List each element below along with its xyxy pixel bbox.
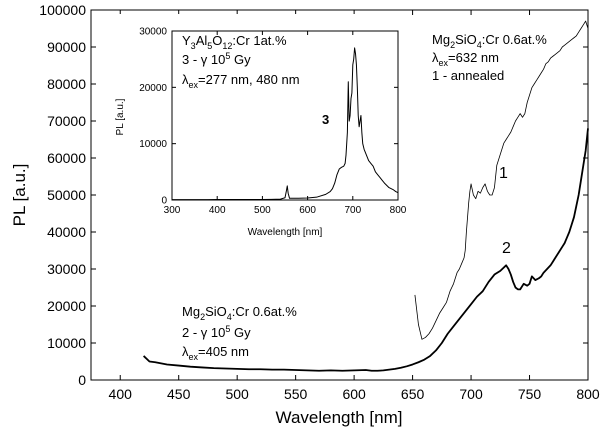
main-xtick-label: 400 bbox=[109, 386, 133, 402]
main-xtick-label: 750 bbox=[518, 386, 542, 402]
inset-series-3-line bbox=[172, 47, 399, 201]
main-xtick-label: 800 bbox=[576, 386, 600, 402]
inset-annotation-line2: 3 - γ 105 Gy bbox=[182, 51, 251, 67]
inset-xtick-label: 400 bbox=[209, 205, 226, 216]
main-ytick-label: 0 bbox=[78, 372, 86, 388]
main-xtick-label: 550 bbox=[284, 386, 308, 402]
inset-plot-frame bbox=[171, 30, 399, 201]
annotation-2-line2: 2 - γ 105 Gy bbox=[182, 324, 251, 340]
main-ytick-label: 60000 bbox=[47, 150, 86, 166]
main-ytick-label: 70000 bbox=[47, 113, 86, 129]
inset-background bbox=[112, 14, 405, 248]
inset-annotation-line1: Y3Al5O12:Cr 1at.% bbox=[182, 33, 287, 51]
main-ytick-label: 10000 bbox=[47, 335, 86, 351]
main-ytick-label: 40000 bbox=[47, 224, 86, 240]
main-ytick-label: 50000 bbox=[47, 187, 86, 203]
main-ytick-label: 20000 bbox=[47, 298, 86, 314]
inset-xlabel: Wavelength [nm] bbox=[248, 227, 323, 238]
inset-ytick-label: 0 bbox=[161, 196, 167, 207]
curve-label-2: 2 bbox=[502, 240, 511, 257]
main-ytick-label: 30000 bbox=[47, 261, 86, 277]
inset-xtick-label: 700 bbox=[344, 205, 361, 216]
annotation-2-line1: Mg2SiO4:Cr 0.6at.% bbox=[182, 304, 297, 322]
main-xtick-label: 500 bbox=[225, 386, 249, 402]
inset-annotation-line3: λex=277 nm, 480 nm bbox=[182, 72, 300, 90]
inset-xtick-label: 300 bbox=[164, 205, 181, 216]
inset-xtick-label: 600 bbox=[299, 205, 316, 216]
annotation-1-line3: 1 - annealed bbox=[432, 68, 504, 83]
inset-ytick-label: 10000 bbox=[139, 139, 167, 150]
main-xtick-label: 600 bbox=[342, 386, 366, 402]
annotation-2-line3: λex=405 nm bbox=[182, 344, 249, 362]
inset-xtick-label: 800 bbox=[390, 205, 407, 216]
main-ytick-label: 100000 bbox=[39, 2, 86, 18]
annotation-1-line1: Mg2SiO4:Cr 0.6at.% bbox=[432, 32, 547, 50]
inset-xtick-label: 500 bbox=[254, 205, 271, 216]
curve-label-1: 1 bbox=[499, 165, 508, 182]
inset-ytick-label: 30000 bbox=[139, 27, 167, 38]
main-ylabel: PL [a.u.] bbox=[10, 164, 29, 227]
inset-ylabel: PL [a.u.] bbox=[115, 98, 126, 135]
main-ytick-label: 90000 bbox=[47, 39, 86, 55]
annotation-1-line2: λex=632 nm bbox=[432, 50, 499, 68]
main-ytick-label: 80000 bbox=[47, 76, 86, 92]
main-xtick-label: 700 bbox=[459, 386, 483, 402]
main-xtick-label: 650 bbox=[401, 386, 425, 402]
main-xlabel: Wavelength [nm] bbox=[276, 408, 403, 427]
inset-ytick-label: 20000 bbox=[139, 83, 167, 94]
main-xtick-label: 450 bbox=[167, 386, 191, 402]
main-series-2-line bbox=[143, 128, 589, 372]
main-series-1-line bbox=[414, 20, 589, 340]
curve-label-3: 3 bbox=[322, 112, 329, 127]
